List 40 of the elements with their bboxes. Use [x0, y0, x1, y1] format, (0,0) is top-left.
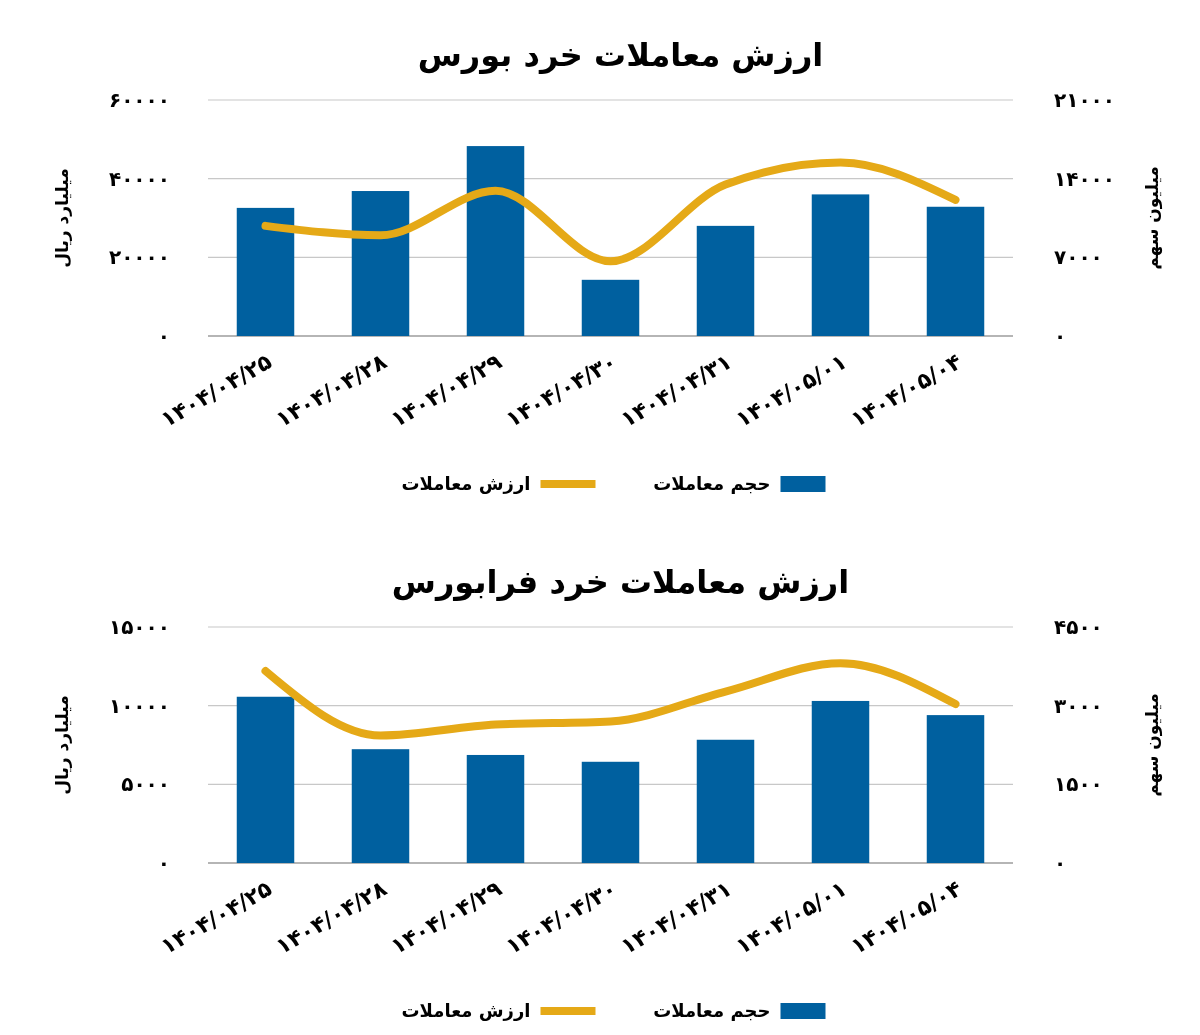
y2-tick-label: ۰ [1054, 324, 1067, 348]
y-axis-title: میلیارد ریال [52, 695, 72, 795]
bar [926, 206, 985, 336]
y2-tick-label: ۴۵۰۰ [1054, 615, 1103, 639]
bar [696, 739, 755, 863]
y-tick-label: ۱۵۰۰۰ [108, 615, 170, 639]
bar [236, 207, 295, 336]
bar [466, 146, 525, 336]
legend-label: حجم معاملات [653, 473, 771, 495]
legend-label: حجم معاملات [653, 1000, 771, 1022]
y-tick-label: ۰ [157, 851, 170, 875]
y2-tick-label: ۰ [1054, 851, 1067, 875]
y2-tick-label: ۱۵۰۰ [1054, 772, 1103, 797]
y-axis-title: میلیارد ریال [52, 168, 72, 268]
bar [811, 700, 870, 863]
chart-title: ارزش معاملات خرد بورس [417, 36, 824, 74]
y2-tick-label: ۷۰۰۰ [1054, 245, 1103, 270]
y-tick-label: ۶۰۰۰۰ [108, 88, 170, 112]
y2-axis-title: میلیون سهم [1142, 166, 1163, 270]
chart-title: ارزش معاملات خرد فرابورس [391, 563, 850, 601]
y-tick-label: ۴۰۰۰۰ [108, 166, 170, 191]
y2-tick-label: ۱۴۰۰۰ [1054, 166, 1116, 191]
bar [581, 279, 640, 336]
y2-tick-label: ۲۱۰۰۰ [1054, 88, 1116, 112]
bar [351, 749, 410, 863]
bar [466, 754, 525, 863]
bar [351, 191, 410, 336]
y-tick-label: ۲۰۰۰۰ [108, 245, 170, 270]
legend-label: ارزش معاملات [401, 473, 531, 495]
bar [926, 715, 985, 863]
y2-tick-label: ۳۰۰۰ [1054, 693, 1103, 718]
bar [581, 761, 640, 863]
bar [811, 194, 870, 336]
bar [696, 225, 755, 336]
y2-axis-title: میلیون سهم [1142, 693, 1163, 797]
bar [236, 696, 295, 863]
legend-label: ارزش معاملات [401, 1000, 531, 1022]
y-tick-label: ۵۰۰۰ [121, 772, 170, 797]
y-tick-label: ۱۰۰۰۰ [108, 693, 170, 718]
y-tick-label: ۰ [157, 324, 170, 348]
